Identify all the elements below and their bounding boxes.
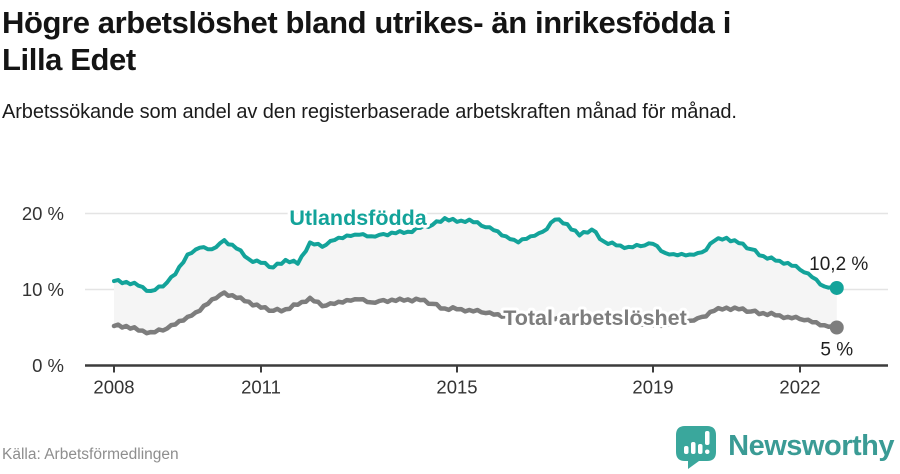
y-tick-label: 20 % — [22, 203, 64, 224]
x-tick-label: 2019 — [632, 377, 673, 398]
brand-name: Newsworthy — [728, 429, 894, 462]
x-tick-label: 2022 — [779, 377, 820, 398]
x-tick-label: 2015 — [436, 377, 477, 398]
y-tick-label: 0 % — [32, 355, 64, 376]
source-label: Källa: Arbetsförmedlingen — [2, 446, 179, 463]
end-value-label-total: 5 % — [820, 340, 853, 361]
end-dot-utlandsfodda — [829, 280, 844, 295]
series-label-total: Total arbetslöshet — [503, 306, 687, 330]
chart-title: Högre arbetslöshet bland utrikes- än inr… — [2, 5, 731, 78]
newsworthy-bubble-icon — [676, 426, 717, 469]
x-tick-label: 2008 — [93, 377, 134, 398]
y-tick-label: 10 % — [22, 279, 64, 300]
line-chart: 2008 2011 2015 2019 2022 0 % 10 % 20 % Utlandsfö… — [22, 203, 888, 398]
fill-between-series — [114, 218, 837, 334]
newsworthy-logo[interactable]: Newsworthy — [673, 423, 894, 469]
series-line-total — [111, 290, 840, 336]
chart-subtitle: Arbetssökande som andel av den registerb… — [2, 101, 737, 123]
end-dot-total — [829, 320, 844, 335]
series-label-utlandsfodda: Utlandsfödda — [289, 206, 427, 230]
x-tick-label: 2011 — [241, 377, 281, 398]
series-line-utlandsfodda — [112, 216, 839, 293]
end-value-label-utlandsfodda: 10,2 % — [809, 254, 868, 275]
